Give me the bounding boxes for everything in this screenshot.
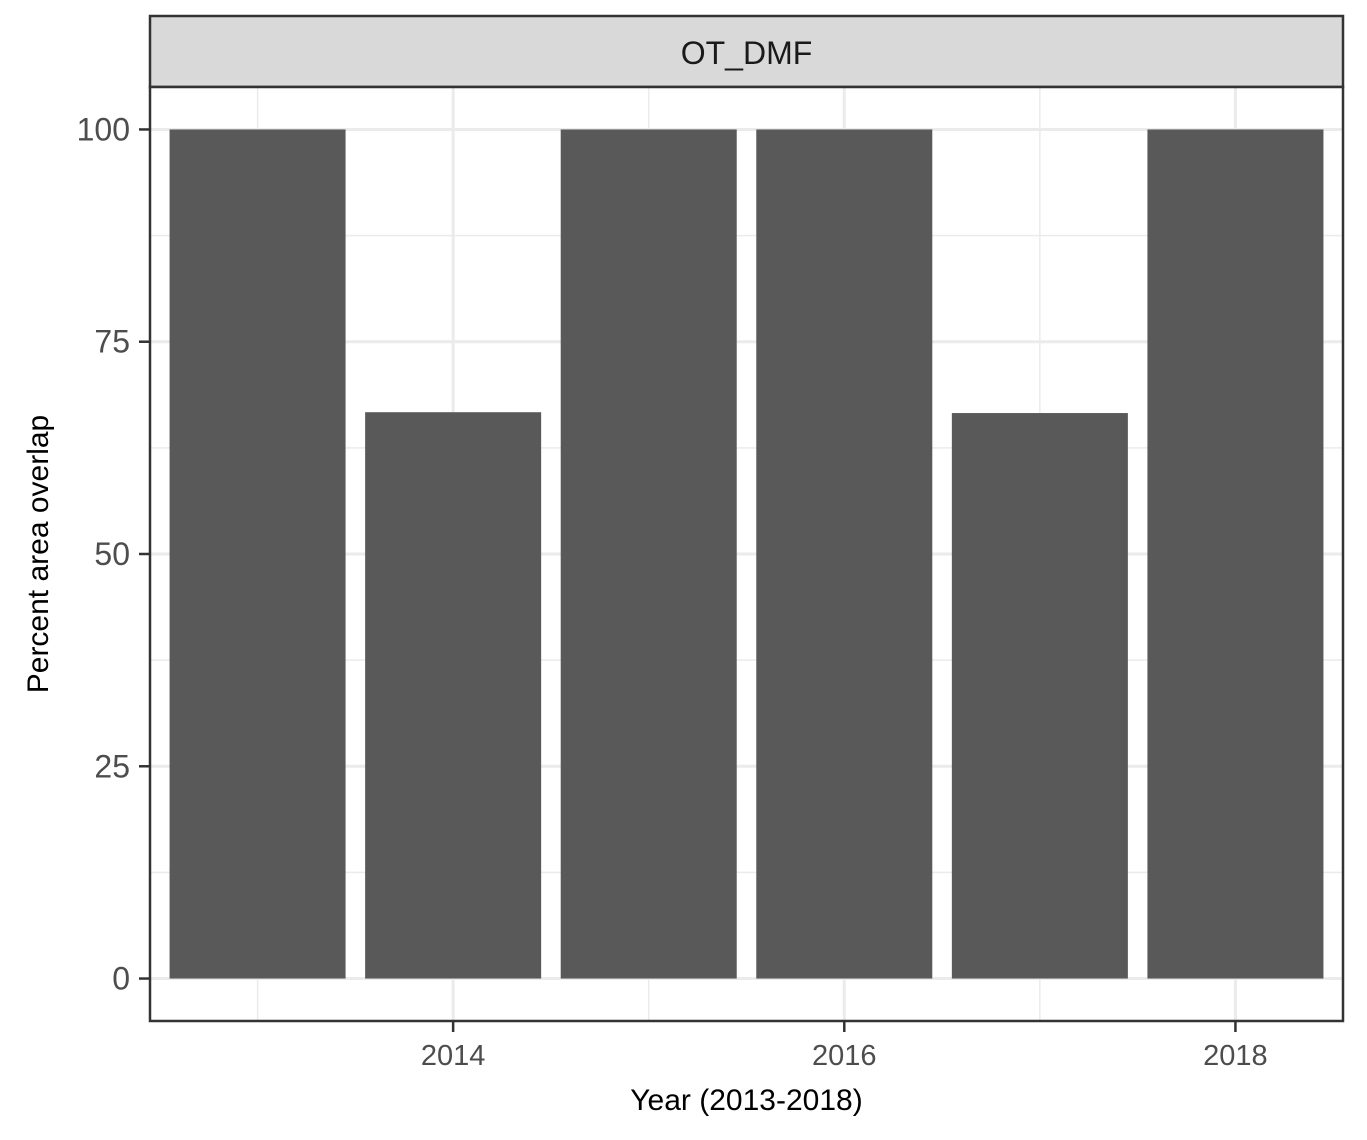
y-tick-label: 50 bbox=[94, 536, 130, 572]
facet-strip bbox=[148, 14, 1345, 89]
y-tick-label: 100 bbox=[77, 111, 130, 147]
bar-2013 bbox=[169, 129, 346, 979]
y-tick-label: 25 bbox=[94, 748, 130, 784]
y-tick-label: 75 bbox=[94, 324, 130, 360]
x-tick-label: 2016 bbox=[812, 1040, 877, 1072]
y-tick-label: 0 bbox=[112, 961, 130, 997]
bar-2014 bbox=[365, 412, 542, 979]
bars-group bbox=[169, 129, 1324, 979]
bar-2017 bbox=[951, 413, 1128, 979]
x-tick-label: 2018 bbox=[1203, 1040, 1268, 1072]
bar-2015 bbox=[560, 129, 737, 979]
y-axis: 0 25 50 75 100 bbox=[77, 111, 150, 997]
bar-2018 bbox=[1147, 129, 1324, 979]
x-tick-label: 2014 bbox=[421, 1040, 486, 1072]
x-axis-title: Year (2013-2018) bbox=[630, 1084, 862, 1117]
y-axis-title: Percent area overlap bbox=[22, 415, 55, 694]
bar-2016 bbox=[756, 129, 933, 979]
x-axis: 2014 2016 2018 bbox=[421, 1021, 1268, 1072]
facet-label: OT_DMF bbox=[681, 35, 813, 71]
